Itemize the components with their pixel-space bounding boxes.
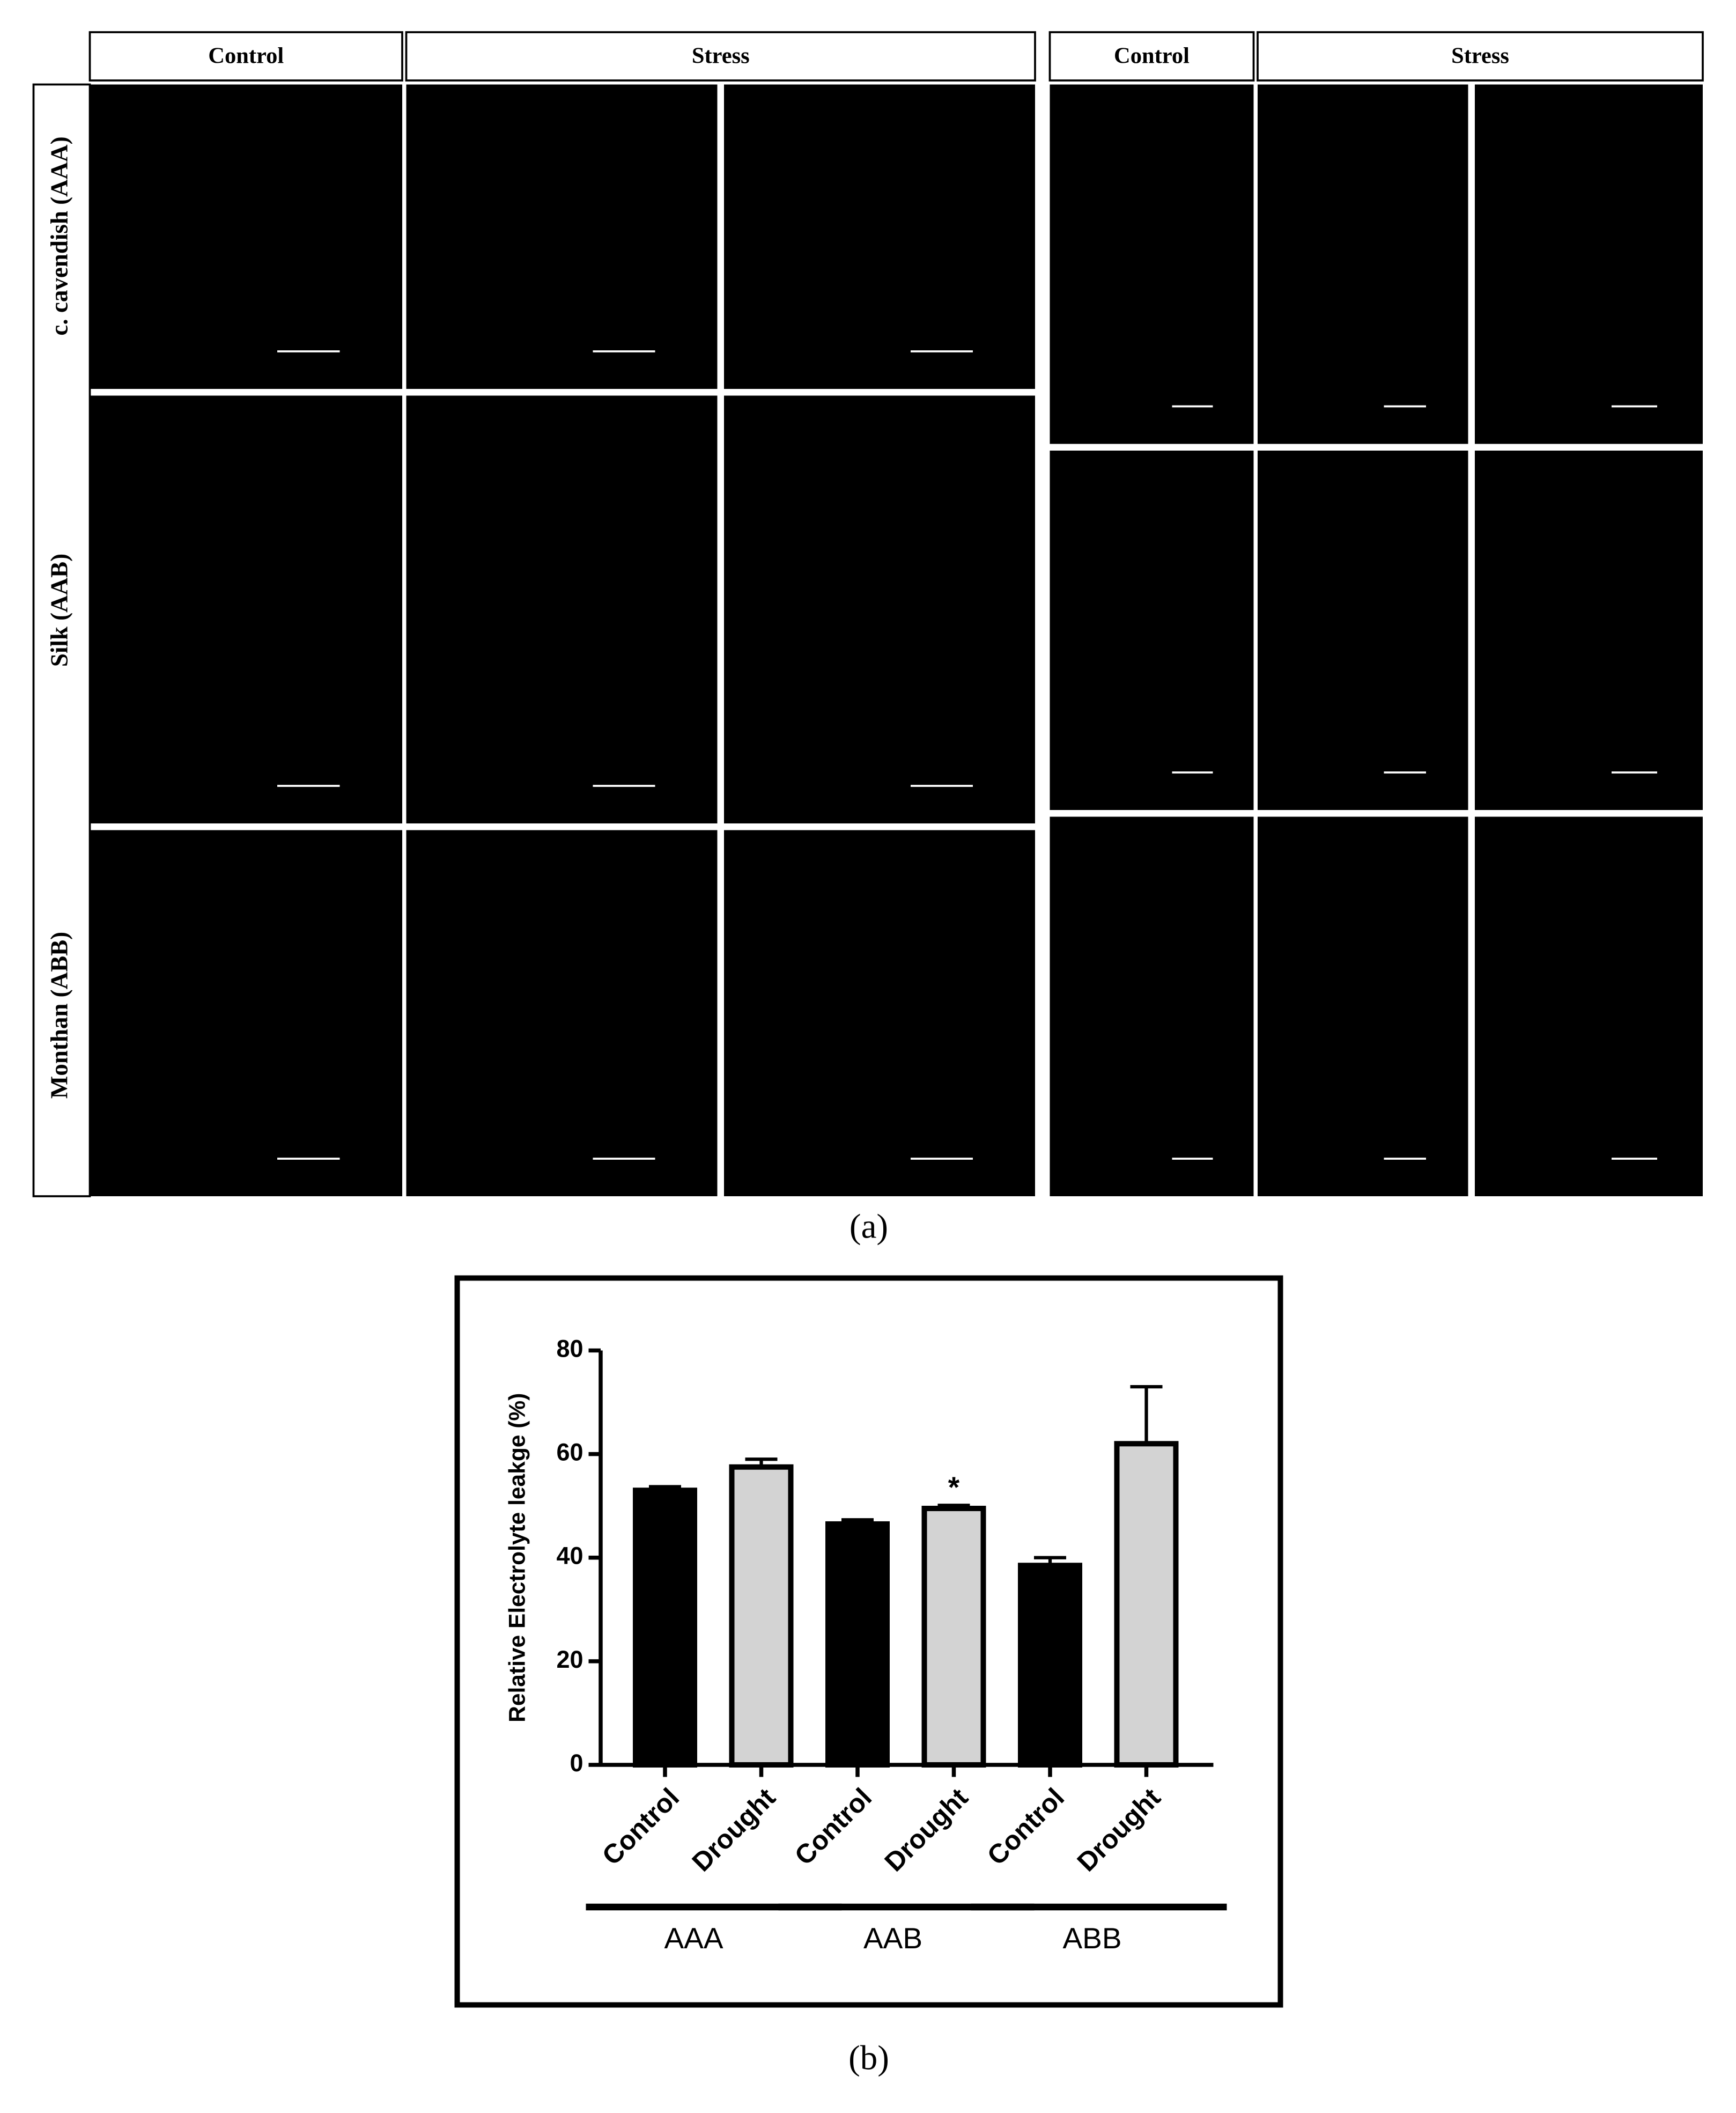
y-tick-label: 0 [570, 1749, 583, 1777]
row-label: Monthan (ABB) [46, 932, 72, 1099]
y-tick-label: 80 [556, 1335, 583, 1362]
bar [632, 1488, 697, 1768]
bar [1017, 1563, 1082, 1768]
header-box [405, 31, 1036, 82]
header-box [88, 31, 403, 82]
photo [90, 830, 402, 1196]
bar [825, 1521, 890, 1768]
header-label: Control [1114, 43, 1190, 68]
panel-a: Control Stress Control Stress c. cavendish (… [32, 31, 1704, 1197]
panel-b-caption: (b) [848, 2038, 889, 2077]
photo [1050, 451, 1254, 810]
photo [406, 395, 718, 823]
photo [724, 830, 1035, 1196]
header-label: Stress [692, 43, 750, 68]
chart-frame [454, 1275, 1283, 2008]
photo [90, 395, 402, 823]
group-label: AAA [664, 1921, 723, 1955]
group-label: ABB [1062, 1921, 1121, 1955]
y-axis-title: Relative Electrolyte leakge (%) [505, 1393, 530, 1722]
bar [729, 1464, 794, 1768]
panel-a-caption: (a) [849, 1207, 888, 1246]
header-box [1257, 31, 1704, 82]
photo [1258, 451, 1468, 810]
photo [1475, 84, 1703, 444]
y-tick-label: 60 [556, 1439, 583, 1466]
photo [1258, 84, 1468, 444]
annotation: * [948, 1470, 960, 1504]
row-label-box [32, 83, 91, 1197]
row-label: Silk (AAB) [46, 554, 72, 667]
photo [1050, 84, 1254, 444]
row-label: c. cavendish (AAA) [46, 136, 72, 335]
photo [406, 830, 718, 1196]
header-box [1048, 31, 1255, 82]
photo [1475, 451, 1703, 810]
y-tick-label: 40 [556, 1542, 583, 1570]
photo [1050, 816, 1254, 1196]
header-label: Control [208, 43, 284, 68]
photo [724, 84, 1035, 389]
photo [1475, 816, 1703, 1196]
header-label: Stress [1451, 43, 1509, 68]
y-tick-label: 20 [556, 1646, 583, 1673]
bar [1114, 1441, 1179, 1768]
photo [724, 395, 1035, 823]
photo [1258, 816, 1468, 1196]
group-label: AAB [863, 1921, 922, 1955]
bar [921, 1506, 986, 1768]
photo [90, 84, 402, 389]
photo [406, 84, 718, 389]
